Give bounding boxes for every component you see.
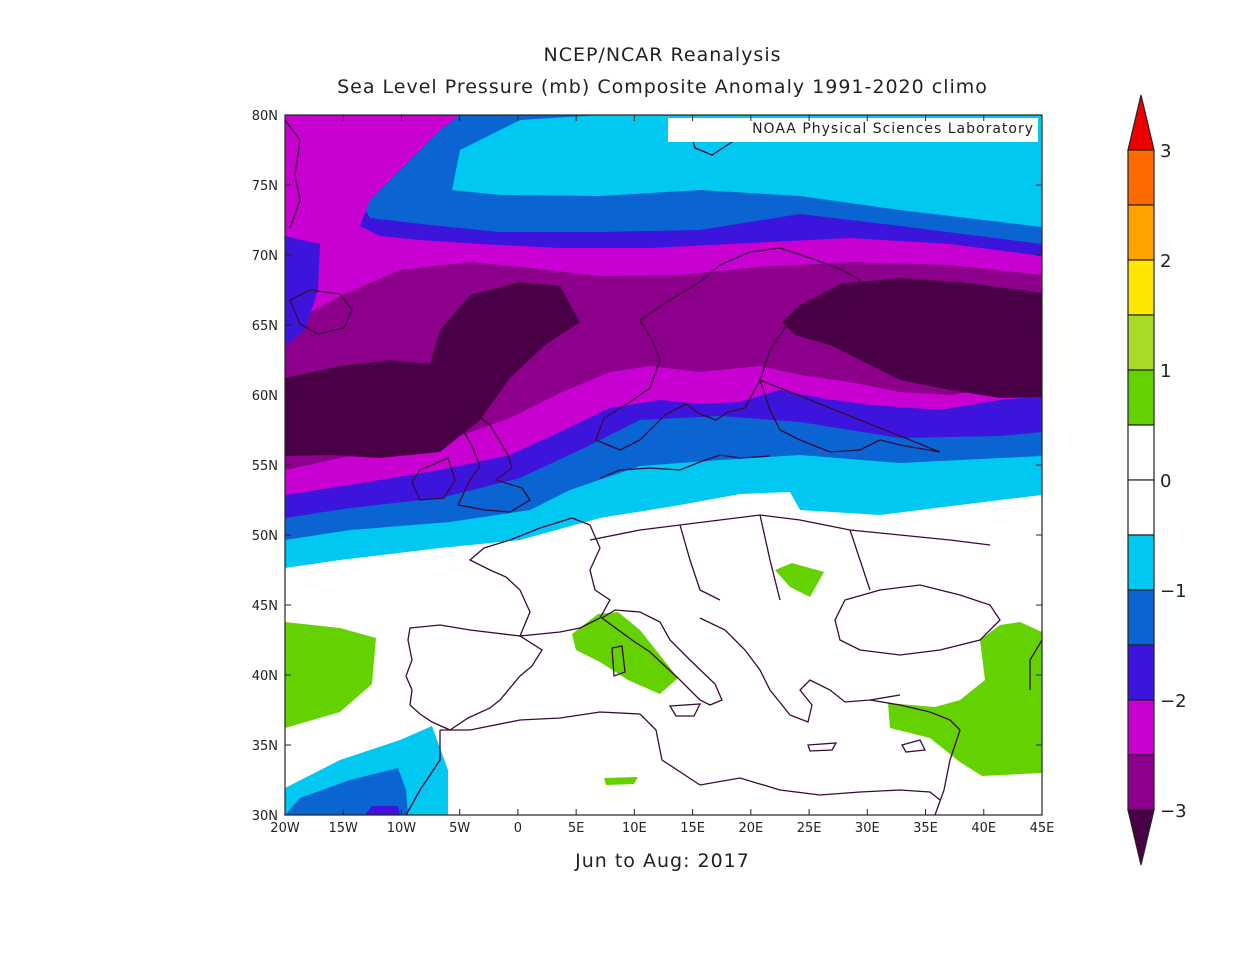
- cyprus-outline: [901, 739, 927, 753]
- colorbar-bottom-arrow: [1127, 809, 1155, 866]
- italy-outline: [600, 609, 723, 706]
- lon-tick-label: 20E: [738, 821, 763, 836]
- contour-band-neg30-west: [285, 282, 580, 458]
- lat-tick-label: 75N: [252, 179, 278, 194]
- colorbar-segment: [1127, 149, 1155, 206]
- coastlines: [285, 119, 1042, 815]
- sardinia-outline: [611, 645, 626, 677]
- credit-box: [668, 118, 1038, 142]
- caspian-outline: [1029, 639, 1042, 690]
- contour-band-neg15-west: [285, 236, 320, 346]
- colorbar-segment: [1127, 204, 1155, 261]
- lon-tick-label: 20W: [270, 821, 300, 836]
- lon-tick-label: 40E: [971, 821, 996, 836]
- contour-band-neg15-sw: [365, 806, 400, 815]
- sicily-outline: [668, 703, 702, 717]
- contour-band-pos05-middle-east: [888, 622, 1042, 776]
- inland-borders: [589, 514, 991, 601]
- france-outline: [468, 517, 611, 637]
- latitude-axis: 80N 75N 70N 65N 60N 55N 50N 45N 40N 35N 30N: [252, 109, 1042, 824]
- colorbar-segment: [1127, 424, 1155, 481]
- lat-tick-label: 70N: [252, 249, 278, 264]
- credit-label: NOAA Physical Sciences Laboratory: [752, 121, 1034, 137]
- turkey-south-coast: [869, 699, 961, 731]
- morocco-border: [405, 730, 441, 815]
- black-sea-outline: [834, 584, 1001, 656]
- lat-tick-label: 80N: [252, 109, 278, 124]
- chart-title: NCEP/NCAR Reanalysis: [543, 44, 782, 66]
- chart-subtitle: Sea Level Pressure (mb) Composite Anomal…: [337, 76, 988, 98]
- colorbar: 3 2 1 0 −1 −2 −3: [1127, 94, 1187, 866]
- lon-tick-label: 45E: [1030, 821, 1055, 836]
- colorbar-label: 2: [1160, 251, 1171, 272]
- lat-tick-label: 30N: [252, 809, 278, 824]
- contour-band-pos05-romania: [775, 563, 824, 597]
- lon-tick-label: 5E: [568, 821, 585, 836]
- iceland-outline: [289, 289, 353, 335]
- lat-tick-label: 45N: [252, 599, 278, 614]
- colorbar-segment: [1127, 754, 1155, 811]
- colorbar-label: 0: [1160, 471, 1171, 492]
- colorbar-segment: [1127, 589, 1155, 646]
- time-period-label: Jun to Aug: 2017: [575, 850, 750, 872]
- north-africa-coast: [440, 711, 941, 801]
- lat-tick-label: 55N: [252, 459, 278, 474]
- colorbar-segment: [1127, 369, 1155, 426]
- colorbar-segment: [1127, 534, 1155, 591]
- lon-tick-label: 15E: [680, 821, 705, 836]
- colorbar-segment: [1127, 699, 1155, 756]
- ireland-outline: [411, 457, 456, 501]
- colorbar-segment: [1127, 644, 1155, 701]
- lat-tick-label: 60N: [252, 389, 278, 404]
- colorbar-label: −2: [1160, 691, 1187, 712]
- crete-outline: [807, 742, 838, 752]
- contour-band-neg30-east: [782, 278, 1042, 398]
- colorbar-label: −1: [1160, 581, 1187, 602]
- levant-coast: [934, 729, 961, 815]
- lon-tick-label: 35E: [913, 821, 938, 836]
- colorbar-top-arrow: [1127, 94, 1155, 151]
- contour-band-neg10-sw: [285, 768, 408, 815]
- lat-tick-label: 50N: [252, 529, 278, 544]
- baltic-outline: [758, 378, 941, 453]
- germany-poland-coast: [599, 454, 771, 479]
- colorbar-label: −3: [1160, 801, 1187, 822]
- lon-tick-label: 10E: [622, 821, 647, 836]
- lat-tick-label: 65N: [252, 319, 278, 334]
- lon-tick-label: 30E: [855, 821, 880, 836]
- colorbar-segment: [1127, 259, 1155, 316]
- colorbar-label: 3: [1160, 141, 1171, 162]
- colorbar-label: 1: [1160, 361, 1171, 382]
- britain-outline: [457, 408, 531, 513]
- lon-tick-label: 25E: [797, 821, 822, 836]
- lat-tick-label: 40N: [252, 669, 278, 684]
- anomaly-fill: [285, 115, 1042, 815]
- scandinavia-outline: [595, 247, 861, 451]
- lat-tick-label: 35N: [252, 739, 278, 754]
- greenland-coast: [285, 119, 301, 229]
- contour-band-pos05-sardinia: [572, 612, 678, 694]
- longitude-axis: 20W 15W 10W 5W 0 5E 10E 15E 20E 25E 30E 35E 40E 45E: [270, 115, 1054, 836]
- contour-band-pos05-tunisia: [604, 777, 638, 785]
- lon-tick-label: 0: [514, 821, 522, 836]
- lon-tick-label: 5W: [449, 821, 470, 836]
- lon-tick-label: 10W: [387, 821, 417, 836]
- balkans-coast: [699, 617, 901, 723]
- lon-tick-label: 15W: [329, 821, 359, 836]
- colorbar-segment: [1127, 479, 1155, 536]
- contour-band-pos05-atlantic: [285, 622, 376, 728]
- colorbar-segment: [1127, 314, 1155, 371]
